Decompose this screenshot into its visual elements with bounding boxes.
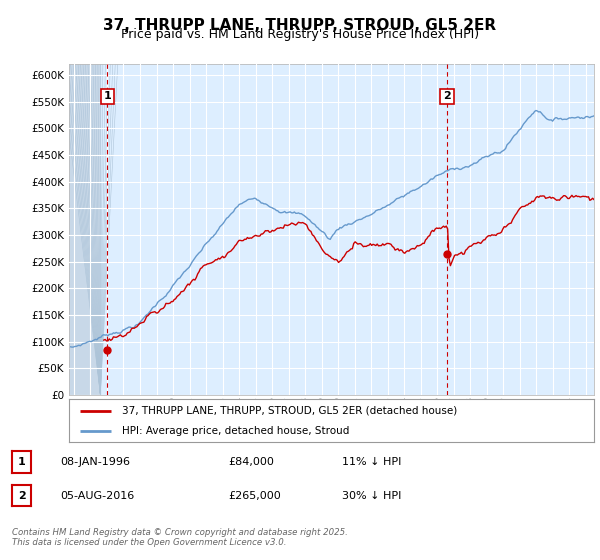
Text: 37, THRUPP LANE, THRUPP, STROUD, GL5 2ER: 37, THRUPP LANE, THRUPP, STROUD, GL5 2ER [103,18,497,34]
Text: 2: 2 [443,91,451,101]
Text: 2: 2 [18,491,25,501]
Text: HPI: Average price, detached house, Stroud: HPI: Average price, detached house, Stro… [121,426,349,436]
Text: 30% ↓ HPI: 30% ↓ HPI [342,491,401,501]
Text: 1: 1 [18,457,25,467]
Bar [69,64,100,395]
Text: Price paid vs. HM Land Registry's House Price Index (HPI): Price paid vs. HM Land Registry's House … [121,28,479,41]
Text: £84,000: £84,000 [228,457,274,467]
Text: Contains HM Land Registry data © Crown copyright and database right 2025.
This d: Contains HM Land Registry data © Crown c… [12,528,348,547]
Text: 37, THRUPP LANE, THRUPP, STROUD, GL5 2ER (detached house): 37, THRUPP LANE, THRUPP, STROUD, GL5 2ER… [121,405,457,416]
Text: 05-AUG-2016: 05-AUG-2016 [60,491,134,501]
Text: 08-JAN-1996: 08-JAN-1996 [60,457,130,467]
Text: 1: 1 [104,91,112,101]
Text: 11% ↓ HPI: 11% ↓ HPI [342,457,401,467]
Text: £265,000: £265,000 [228,491,281,501]
